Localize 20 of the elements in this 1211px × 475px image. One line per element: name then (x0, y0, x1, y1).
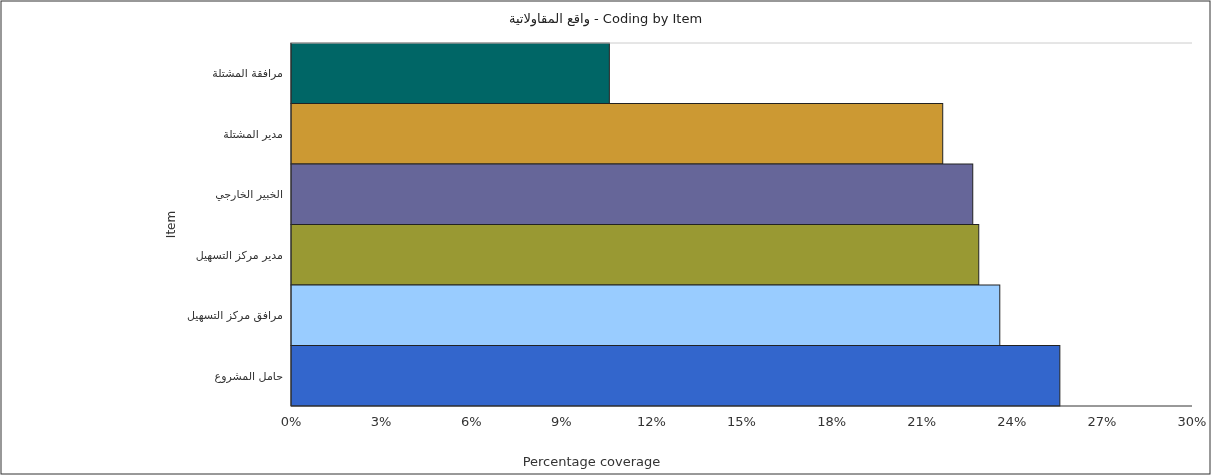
x-tick-label: 18% (817, 414, 847, 429)
x-tick-label: 6% (460, 414, 482, 429)
y-tick-label: مرافقة المشتلة (212, 67, 284, 81)
y-tick-label: مدير مركز التسهيل (195, 248, 284, 262)
x-tick-label: 30% (1177, 414, 1207, 429)
x-tick-label: 3% (370, 414, 392, 429)
y-tick-label: الخبير الخارجي (215, 188, 283, 202)
y-tick-label: مرافق مركز التسهيل (187, 309, 284, 324)
y-axis-title: Item (164, 210, 179, 239)
y-tick-label: حامل المشروع (214, 369, 283, 383)
x-tick-label: 24% (997, 414, 1027, 429)
chart-title: واقع المقاولاتية - Coding by Item (508, 11, 703, 27)
x-tick-label: 27% (1087, 414, 1117, 429)
x-axis-title: Percentage coverage (522, 454, 661, 469)
x-tick-label: 15% (727, 414, 756, 429)
x-tick-label: 9% (550, 414, 572, 429)
x-tick-label: 0% (280, 414, 302, 429)
x-tick-label: 21% (907, 414, 937, 429)
x-tick-label: 12% (636, 414, 666, 429)
y-tick-label: مدير المشتلة (223, 127, 284, 141)
